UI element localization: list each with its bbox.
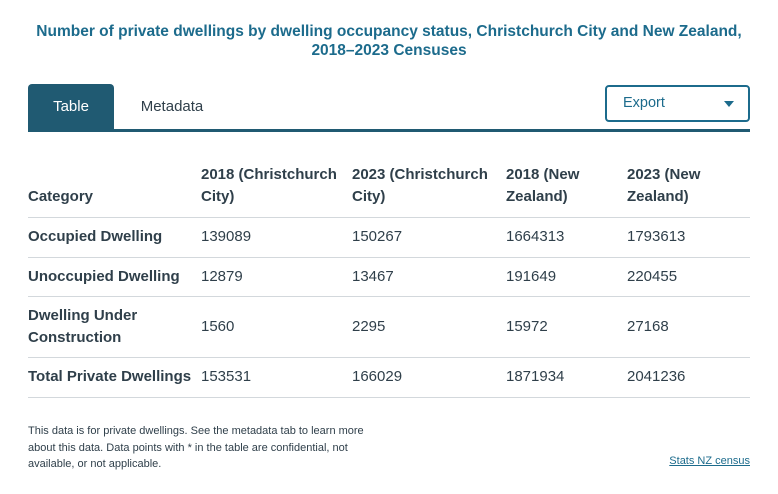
table-cell: 12879 <box>201 257 352 297</box>
tab-metadata[interactable]: Metadata <box>140 98 204 115</box>
table-header-row: Category 2018 (Christchurch City) 2023 (… <box>28 157 750 218</box>
chevron-down-icon <box>724 101 734 107</box>
table-cell: 191649 <box>506 257 627 297</box>
table-cell: 139089 <box>201 217 352 258</box>
table-cell: 13467 <box>352 257 506 297</box>
table-cell: 153531 <box>201 357 352 398</box>
export-dropdown[interactable]: Export <box>605 85 750 122</box>
table-cell: 166029 <box>352 357 506 398</box>
row-category: Total Private Dwellings <box>28 357 201 398</box>
table-cell: 15972 <box>506 296 627 358</box>
chart-title: Number of private dwellings by dwelling … <box>36 23 742 59</box>
column-header: Category <box>28 157 201 218</box>
table-row: Dwelling Under Construction 1560 2295 15… <box>28 296 750 358</box>
row-category: Unoccupied Dwelling <box>28 257 201 297</box>
tab-bar: Table Metadata <box>28 84 750 132</box>
export-label: Export <box>623 95 665 111</box>
table-cell: 27168 <box>627 296 750 358</box>
table-cell: 1793613 <box>627 217 750 258</box>
table-cell: 150267 <box>352 217 506 258</box>
table-cell: 1560 <box>201 296 352 358</box>
table-cell: 2295 <box>352 296 506 358</box>
source-link[interactable]: Stats NZ census <box>669 455 750 467</box>
footnote: This data is for private dwellings. See … <box>28 425 364 470</box>
table-row: Occupied Dwelling 139089 150267 1664313 … <box>28 217 750 258</box>
table-row: Unoccupied Dwelling 12879 13467 191649 2… <box>28 257 750 297</box>
data-table: Category 2018 (Christchurch City) 2023 (… <box>28 157 750 398</box>
column-header: 2023 (New Zealand) <box>627 157 750 218</box>
table-cell: 1871934 <box>506 357 627 398</box>
tab-table[interactable]: Table <box>28 84 114 129</box>
column-header: 2023 (Christchurch City) <box>352 157 506 218</box>
table-row: Total Private Dwellings 153531 166029 18… <box>28 357 750 398</box>
table-cell: 220455 <box>627 257 750 297</box>
row-category: Dwelling Under Construction <box>28 296 201 358</box>
column-header: 2018 (Christchurch City) <box>201 157 352 218</box>
table-cell: 2041236 <box>627 357 750 398</box>
row-category: Occupied Dwelling <box>28 217 201 258</box>
column-header: 2018 (New Zealand) <box>506 157 627 218</box>
table-cell: 1664313 <box>506 217 627 258</box>
